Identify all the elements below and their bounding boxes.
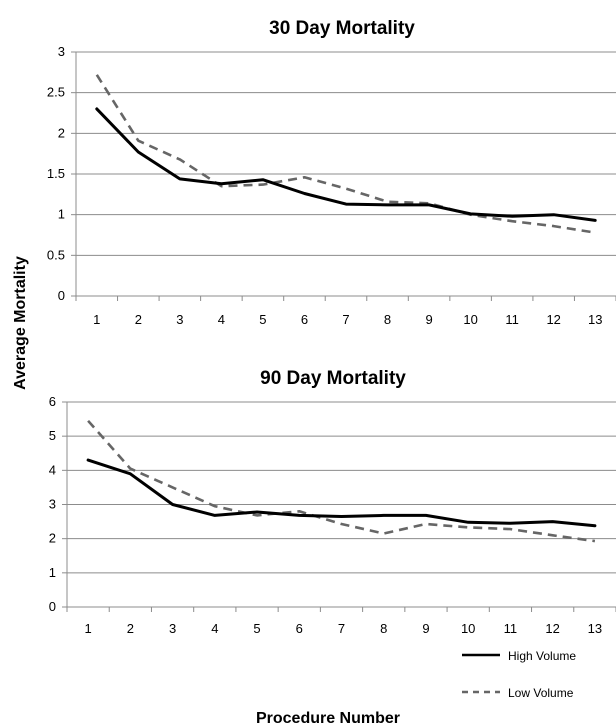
x-tick-label: 10: [461, 621, 475, 636]
chart-title: 90 Day Mortality: [260, 368, 406, 389]
y-tick-label: 2.5: [47, 85, 65, 100]
x-tick-label: 4: [218, 312, 225, 327]
x-tick-label: 13: [588, 621, 602, 636]
x-tick-label: 9: [422, 621, 429, 636]
legend: High Volume Low Volume: [462, 649, 576, 700]
y-tick-label: 5: [49, 428, 56, 443]
y-tick-label: 3: [58, 44, 65, 59]
y-tick-label: 4: [49, 462, 56, 477]
x-tick-label: 3: [169, 621, 176, 636]
y-tick-label: 0: [49, 599, 56, 614]
x-tick-label: 6: [301, 312, 308, 327]
x-tick-label: 12: [545, 621, 559, 636]
x-tick-label: 10: [463, 312, 477, 327]
series-line-high-volume: [95, 107, 597, 222]
x-tick-label: 5: [259, 312, 266, 327]
legend-label: Low Volume: [508, 686, 574, 700]
x-tick-label: 12: [546, 312, 560, 327]
series-line-low-volume: [95, 74, 596, 234]
legend-item-low-volume: Low Volume: [462, 686, 574, 700]
y-tick-label: 3: [49, 497, 56, 512]
x-tick-label: 2: [135, 312, 142, 327]
y-tick-label: 2: [58, 125, 65, 140]
x-tick-label: 7: [338, 621, 345, 636]
x-tick-label: 8: [384, 312, 391, 327]
x-tick-label: 11: [504, 621, 518, 636]
x-tick-label: 6: [296, 621, 303, 636]
y-tick-label: 0: [58, 288, 65, 303]
y-tick-label: 1: [49, 565, 56, 580]
series-line-high-volume: [86, 458, 597, 528]
x-tick-label: 2: [127, 621, 134, 636]
x-tick-label: 5: [253, 621, 260, 636]
x-tick-label: 13: [588, 312, 602, 327]
x-tick-label: 11: [505, 312, 519, 327]
x-tick-label: 3: [176, 312, 183, 327]
x-tick-label: 4: [211, 621, 218, 636]
legend-item-high-volume: High Volume: [462, 649, 576, 663]
x-tick-label: 9: [425, 312, 432, 327]
y-tick-label: 6: [49, 394, 56, 409]
x-axis-label: Procedure Number: [256, 710, 400, 727]
x-tick-label: 1: [84, 621, 91, 636]
y-tick-label: 2: [49, 531, 56, 546]
x-tick-label: 1: [93, 312, 100, 327]
x-tick-label: 7: [342, 312, 349, 327]
legend-label: High Volume: [508, 649, 576, 663]
x-tick-label: 8: [380, 621, 387, 636]
y-tick-label: 1.5: [47, 166, 65, 181]
chart-title: 30 Day Mortality: [269, 18, 415, 39]
y-tick-label: 0.5: [47, 247, 65, 262]
chart-30-day: 30 Day Mortality 00.511.522.531 2 3 4 5 6 7 8 9 1…: [47, 18, 616, 327]
series-line-low-volume: [87, 419, 596, 543]
y-axis-label: Average Mortality: [12, 256, 29, 390]
y-tick-label: 1: [58, 207, 65, 222]
